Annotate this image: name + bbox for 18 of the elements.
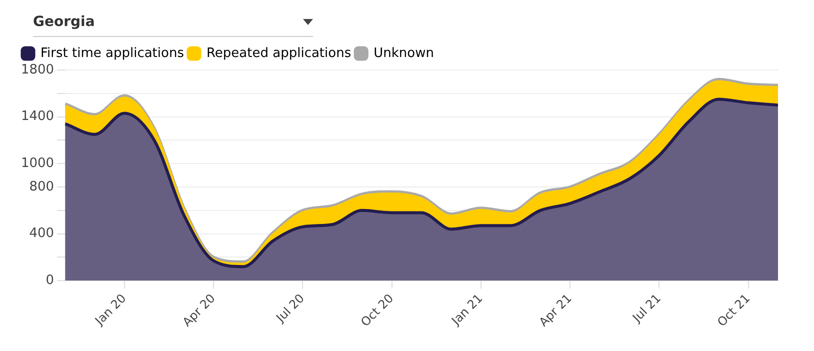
x-tick-label: Jan 20 — [92, 291, 129, 328]
chart-title: Georgia — [33, 14, 95, 30]
x-tick-label: Apr 21 — [536, 291, 574, 330]
y-tick-label: 1400 — [20, 109, 54, 124]
y-tick-label: 0 — [46, 273, 54, 288]
x-tick-label: Oct 21 — [714, 291, 753, 330]
y-tick-label: 1800 — [20, 62, 54, 78]
x-tick-label: Jul 20 — [272, 291, 308, 326]
y-tick-label: 1000 — [20, 156, 54, 171]
x-tick-label: Oct 20 — [358, 291, 396, 330]
x-tick-label: Jan 21 — [448, 291, 486, 328]
legend-label: First time applications — [40, 46, 184, 61]
y-tick-label: 800 — [29, 179, 54, 194]
legend-label: Repeated applications — [206, 46, 352, 61]
y-tick-label: 400 — [29, 226, 54, 242]
x-tick-label: Apr 20 — [180, 291, 218, 330]
legend-label: Unknown — [374, 46, 434, 61]
x-tick-label: Jul 21 — [629, 291, 664, 326]
